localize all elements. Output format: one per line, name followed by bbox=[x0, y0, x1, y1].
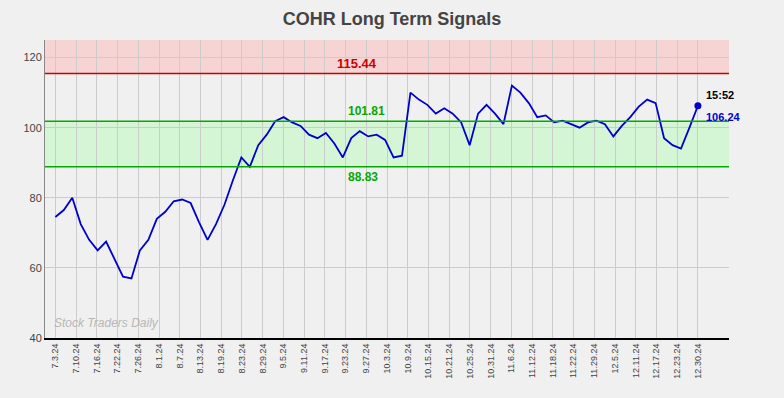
svg-text:15:52: 15:52 bbox=[706, 89, 734, 101]
svg-text:100: 100 bbox=[23, 122, 41, 134]
svg-text:120: 120 bbox=[23, 51, 41, 63]
svg-text:10.31.24: 10.31.24 bbox=[486, 344, 496, 379]
svg-text:80: 80 bbox=[30, 192, 42, 204]
svg-text:9.11.24: 9.11.24 bbox=[299, 344, 309, 373]
svg-text:9.27.24: 9.27.24 bbox=[361, 344, 371, 374]
svg-text:12.17.24: 12.17.24 bbox=[651, 344, 661, 379]
svg-text:12.30.24: 12.30.24 bbox=[693, 344, 703, 379]
svg-text:Stock Traders Daily: Stock Traders Daily bbox=[54, 316, 159, 330]
svg-text:11.12.24: 11.12.24 bbox=[527, 344, 537, 378]
svg-text:8.13.24: 8.13.24 bbox=[195, 344, 205, 374]
svg-text:8.29.24: 8.29.24 bbox=[258, 344, 268, 374]
svg-text:9.17.24: 9.17.24 bbox=[320, 344, 330, 374]
svg-text:10.15.24: 10.15.24 bbox=[423, 344, 433, 379]
svg-text:12.23.24: 12.23.24 bbox=[672, 344, 682, 379]
svg-text:10.21.24: 10.21.24 bbox=[444, 344, 454, 379]
svg-text:COHR Long Term Signals: COHR Long Term Signals bbox=[283, 9, 502, 29]
svg-text:7.22.24: 7.22.24 bbox=[112, 344, 122, 374]
svg-text:12.11.24: 12.11.24 bbox=[631, 344, 641, 378]
svg-text:8.1.24: 8.1.24 bbox=[154, 344, 164, 369]
svg-text:9.23.24: 9.23.24 bbox=[340, 344, 350, 374]
svg-text:88.83: 88.83 bbox=[348, 170, 378, 184]
svg-text:11.29.24: 11.29.24 bbox=[589, 344, 599, 378]
svg-text:8.19.24: 8.19.24 bbox=[216, 344, 226, 374]
svg-text:106.24: 106.24 bbox=[706, 111, 741, 123]
svg-text:11.6.24: 11.6.24 bbox=[506, 344, 516, 373]
svg-text:7.26.24: 7.26.24 bbox=[133, 344, 143, 374]
svg-text:8.7.24: 8.7.24 bbox=[175, 344, 185, 369]
svg-text:101.81: 101.81 bbox=[348, 104, 385, 118]
svg-text:7.10.24: 7.10.24 bbox=[71, 344, 81, 374]
svg-text:9.5.24: 9.5.24 bbox=[278, 344, 288, 369]
svg-text:8.23.24: 8.23.24 bbox=[237, 344, 247, 374]
svg-text:7.3.24: 7.3.24 bbox=[50, 344, 60, 369]
svg-text:60: 60 bbox=[30, 262, 42, 274]
svg-text:11.22.24: 11.22.24 bbox=[568, 344, 578, 378]
svg-text:7.16.24: 7.16.24 bbox=[92, 344, 102, 374]
svg-text:10.25.24: 10.25.24 bbox=[465, 344, 475, 379]
svg-text:40: 40 bbox=[30, 332, 42, 344]
svg-text:115.44: 115.44 bbox=[337, 56, 377, 71]
svg-text:11.18.24: 11.18.24 bbox=[548, 344, 558, 378]
svg-text:10.9.24: 10.9.24 bbox=[403, 344, 413, 374]
svg-text:12.5.24: 12.5.24 bbox=[610, 344, 620, 374]
svg-text:10.3.24: 10.3.24 bbox=[382, 344, 392, 374]
